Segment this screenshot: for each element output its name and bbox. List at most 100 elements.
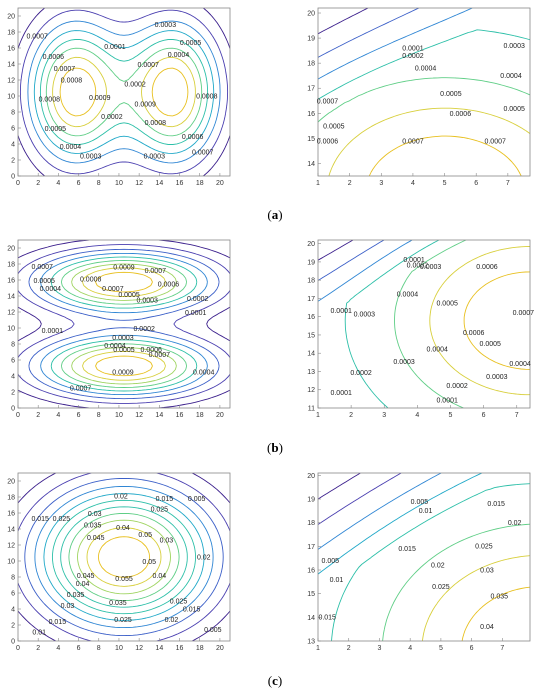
x-tick-label: 20 (216, 180, 224, 187)
contour-value-label: 0.0002 (133, 326, 155, 333)
y-tick-label: 8 (11, 110, 15, 117)
contour-value-label: 0.01 (330, 577, 344, 584)
contour-value-label: 0.0008 (145, 120, 167, 127)
y-tick-label: 12 (7, 78, 15, 85)
contour-value-label: 0.0006 (450, 111, 472, 118)
contour-level-line (86, 527, 162, 587)
contour-value-label: 0.015 (49, 619, 67, 626)
contour-value-label: 0.01 (32, 630, 46, 637)
x-tick-label: 3 (377, 645, 381, 652)
x-tick-label: 0 (16, 412, 20, 419)
contour-value-label: 0.0004 (415, 66, 437, 73)
contour-value-label: 0.0007 (138, 62, 160, 69)
contour-level-line (33, 30, 215, 154)
axes-frame (17, 7, 231, 177)
y-tick-label: 2 (11, 158, 15, 165)
y-tick-label: 20 (307, 473, 315, 480)
contour-value-label: 0.025 (114, 617, 132, 624)
contour-value-label: 0.0003 (420, 264, 442, 271)
contour-level-line (39, 39, 209, 145)
contour-value-label: 0.0008 (61, 77, 83, 84)
contour-value-label: 0.02 (197, 554, 211, 561)
x-tick-label: 1 (316, 412, 320, 419)
contour-value-label: 0.045 (77, 573, 95, 580)
y-tick-label: 4 (11, 374, 15, 381)
y-tick-label: 15 (307, 332, 315, 339)
contour-level-line (77, 519, 171, 595)
x-tick-label: 4 (56, 180, 60, 187)
y-tick-label: 18 (7, 30, 15, 37)
y-tick-label: 15 (307, 136, 315, 143)
contour-value-label: 0.02 (114, 494, 128, 501)
contour-level-line (318, 473, 402, 525)
x-tick-label: 6 (77, 180, 81, 187)
y-tick-label: 12 (7, 310, 15, 317)
x-tick-label: 7 (515, 412, 519, 419)
x-tick-label: 20 (216, 412, 224, 419)
contour-level-line (331, 483, 530, 641)
contour-value-label: 0.0002 (187, 296, 209, 303)
contour-value-label: 0.0003 (144, 153, 166, 160)
y-tick-label: 18 (307, 61, 315, 68)
x-tick-label: 20 (216, 645, 224, 652)
contour-level-line (368, 135, 522, 176)
y-tick-label: 8 (11, 342, 15, 349)
contour-lines (18, 473, 230, 641)
contour-level-line (68, 512, 180, 602)
contour-level-line (461, 586, 530, 641)
y-tick-label: 6 (11, 358, 15, 365)
contour-value-label: 0.035 (109, 600, 127, 607)
contour-value-label: 0.0004 (60, 144, 82, 151)
contour-level-line (318, 77, 530, 123)
y-tick-label: 16 (307, 111, 315, 118)
y-tick-label: 12 (307, 387, 315, 394)
x-tick-label: 2 (348, 180, 352, 187)
contour-value-label: 0.0007 (26, 33, 48, 40)
y-tick-label: 17 (307, 86, 315, 93)
y-tick-label: 13 (307, 369, 315, 376)
x-tick-label: 5 (443, 180, 447, 187)
contour-value-label: 0.0004 (397, 292, 419, 299)
label-close-a: ) (278, 207, 283, 222)
contour-value-label: 0.0009 (89, 95, 111, 102)
x-tick-label: 7 (506, 180, 510, 187)
x-tick-label: 4 (411, 180, 415, 187)
x-tick-label: 18 (196, 645, 204, 652)
contour-value-label: 0.0005 (503, 106, 525, 113)
contour-value-label: 0.04 (480, 624, 494, 631)
y-tick-label: 18 (307, 278, 315, 285)
y-tick-label: 15 (307, 591, 315, 598)
label-open-a: ( (267, 207, 272, 222)
contour-value-label: 0.005 (188, 496, 206, 503)
contour-value-label: 0.0007 (402, 138, 424, 145)
contour-level-line (344, 240, 440, 408)
contour-value-label: 0.0001 (185, 310, 207, 317)
contour-value-label: 0.0003 (112, 335, 134, 342)
x-tick-label: 4 (408, 645, 412, 652)
y-tick-label: 8 (11, 575, 15, 582)
label-open-b: ( (267, 440, 272, 455)
x-tick-label: 6 (470, 645, 474, 652)
contour-value-label: 0.035 (491, 593, 509, 600)
x-tick-label: 16 (176, 412, 184, 419)
label-letter-c: c (272, 673, 278, 688)
contour-level-line (463, 271, 530, 370)
contour-level-line (59, 67, 189, 117)
x-tick-label: 1 (316, 180, 320, 187)
contour-level-line (318, 240, 413, 302)
panel-label-b: (b) (255, 440, 295, 456)
contour-panel-c-left: 0 2 4 6 8 10 12 14 16 18 20 0 2 4 6 8 10 12 14 16 18 20 0.02 0.… (7, 472, 231, 652)
panel-label-a: (a) (255, 207, 295, 223)
contour-level-line (40, 252, 208, 396)
contour-value-label: 0.0007 (149, 352, 171, 359)
contour-value-label: 0.005 (411, 499, 429, 506)
y-tick-label: 14 (7, 62, 15, 69)
x-tick-label: 12 (135, 180, 143, 187)
contour-value-label: 0.015 (31, 516, 49, 523)
contour-value-label: 0.0005 (180, 40, 202, 47)
contour-lines (318, 8, 530, 176)
y-tick-label: 18 (7, 495, 15, 502)
x-tick-label: 0 (16, 180, 20, 187)
